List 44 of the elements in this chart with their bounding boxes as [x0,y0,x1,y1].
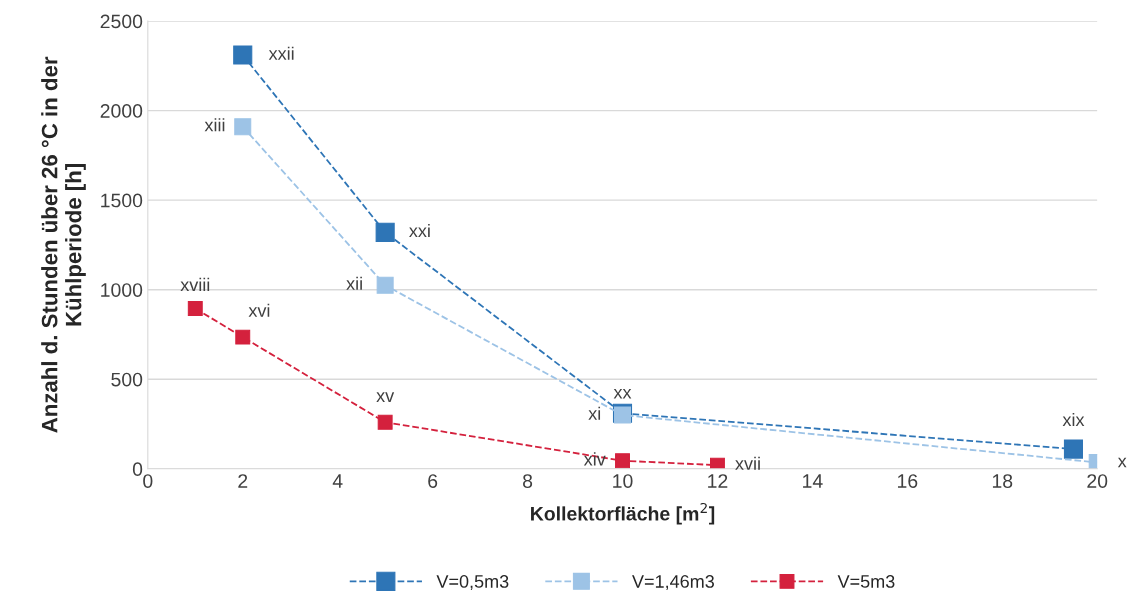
x-tick-label: 12 [708,474,728,488]
annotation: xviii [180,277,210,291]
x-tick-label: 16 [898,474,918,488]
point [375,222,395,242]
y-tick-label: 2000 [100,104,143,118]
annotation: xiii [204,118,225,132]
point [1063,439,1084,459]
y-tick-label: 1500 [101,193,143,208]
legend-label: V=5m3 [837,575,895,588]
point [187,301,203,316]
annotation: xxii [268,46,294,60]
x-tick-label: 18 [992,474,1013,488]
x-tick-label: 4 [332,474,343,488]
annotation: xx [613,388,632,399]
legend-label: V=1,46m3 [632,575,714,590]
y-axis-title: Anzahl d. Stunden über 26 °C in der Kühlperiode [h] [41,56,86,433]
x-axis-title: Kollektorfläche [m$^{2}$] [531,502,715,525]
point [615,453,630,469]
x-tick-label: 6 [428,474,438,488]
point [235,329,251,345]
annotation: xvi [248,303,270,317]
annotation: xiv [583,452,606,466]
annotation: xxi [409,223,430,238]
annotation: x [1117,457,1127,468]
annotation: xix [1062,412,1085,426]
point [377,414,393,430]
point [234,118,252,136]
y-tick-label: 0 [132,462,143,477]
legend-label: V=0,5m3 [436,575,509,590]
annotation: xv [376,392,395,402]
annotation: xi [588,406,601,420]
x-tick-label: 2 [238,474,248,488]
x-tick-label: 20 [1087,474,1108,488]
x-tick-label: 14 [803,474,823,488]
point [233,45,253,65]
annotation: xii [346,276,362,290]
y-tick-label: 2500 [100,14,143,29]
x-tick-label: 8 [523,474,533,488]
y-tick-label: 1000 [101,283,143,297]
point [376,276,394,294]
x-tick-label: 0 [143,474,153,488]
x-tick-label: 10 [613,474,633,488]
y-tick-label: 500 [111,372,143,387]
annotation: xvii [735,456,760,470]
